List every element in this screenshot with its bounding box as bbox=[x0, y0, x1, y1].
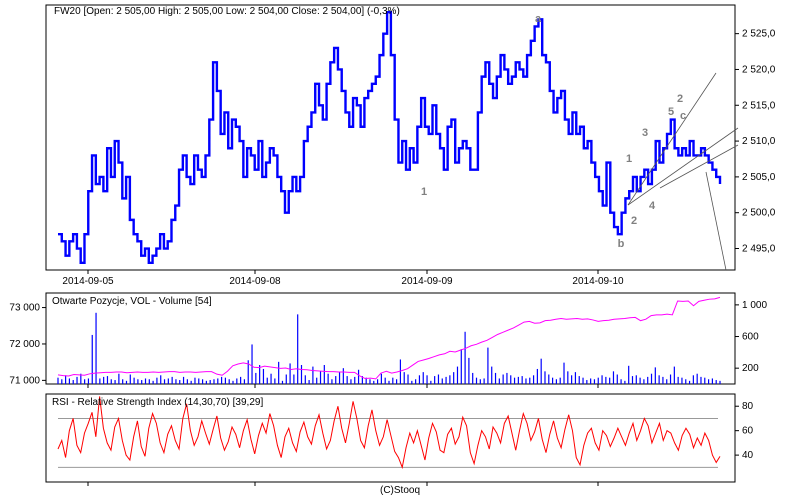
trend-line-down bbox=[705, 171, 727, 271]
volume-panel: 71 000 72 000 73 000 200 600 1 000 bbox=[9, 292, 767, 388]
price-x-tick-label: 2014-09-09 bbox=[401, 276, 453, 287]
wave-label: c bbox=[680, 110, 686, 122]
wave-label: 4 bbox=[649, 200, 656, 212]
price-y-tick-label: 2 525,0 bbox=[742, 29, 776, 40]
volume-y-tick-label: 1 000 bbox=[742, 300, 767, 311]
volume-frame bbox=[45, 292, 736, 385]
price-line bbox=[58, 10, 722, 265]
price-y-tick-label: 2 505,0 bbox=[742, 172, 776, 183]
oi-y-tick-label: 73 000 bbox=[9, 303, 40, 314]
price-y-tick-label: 2 520,0 bbox=[742, 64, 776, 75]
price-panel: 2 495,02 500,02 505,02 510,02 515,02 520… bbox=[45, 4, 776, 287]
volume-y-tick-label: 600 bbox=[742, 332, 759, 343]
wave-label: 5 bbox=[668, 106, 674, 118]
price-x-tick-label: 2014-09-05 bbox=[62, 276, 114, 287]
wave-label: 2 bbox=[677, 93, 683, 105]
rsi-line bbox=[57, 396, 721, 470]
wave-label: 1 bbox=[626, 153, 632, 165]
oi-y-tick-label: 71 000 bbox=[9, 375, 40, 386]
open-interest-line bbox=[57, 296, 721, 380]
rsi-chart-title: RSI - Relative Strength Index (14,30,70)… bbox=[52, 397, 264, 408]
price-y-tick-label: 2 510,0 bbox=[742, 136, 776, 147]
price-y-tick-label: 2 495,0 bbox=[742, 244, 776, 255]
price-chart-title: FW20 [Open: 2 505,00 High: 2 505,00 Low:… bbox=[54, 6, 400, 17]
rsi-y-tick-label: 60 bbox=[742, 426, 754, 437]
oi-y-tick-label: 72 000 bbox=[9, 339, 40, 350]
rsi-y-tick-label: 80 bbox=[742, 401, 754, 412]
price-x-tick-label: 2014-09-08 bbox=[229, 276, 281, 287]
rsi-y-tick-label: 40 bbox=[742, 450, 754, 461]
wave-label: a bbox=[535, 13, 542, 25]
footer-copyright: (C)Stooq bbox=[379, 485, 420, 496]
price-x-tick-label: 2014-09-10 bbox=[572, 276, 624, 287]
volume-y-tick-label: 200 bbox=[742, 363, 759, 374]
trend-line-lower bbox=[627, 127, 739, 206]
wave-label: b bbox=[618, 238, 625, 250]
volume-chart-title: Otwarte Pozycje, VOL - Volume [54] bbox=[52, 296, 212, 307]
wave-label: 1 bbox=[421, 186, 427, 198]
wave-label: 2 bbox=[631, 215, 637, 227]
price-y-tick-label: 2 500,0 bbox=[742, 208, 776, 219]
wave-label: 3 bbox=[642, 127, 648, 139]
rsi-panel: 40 60 80 bbox=[45, 393, 754, 486]
trend-line-upper bbox=[627, 72, 717, 206]
price-y-tick-label: 2 515,0 bbox=[742, 100, 776, 111]
trend-line-mid bbox=[659, 144, 739, 189]
